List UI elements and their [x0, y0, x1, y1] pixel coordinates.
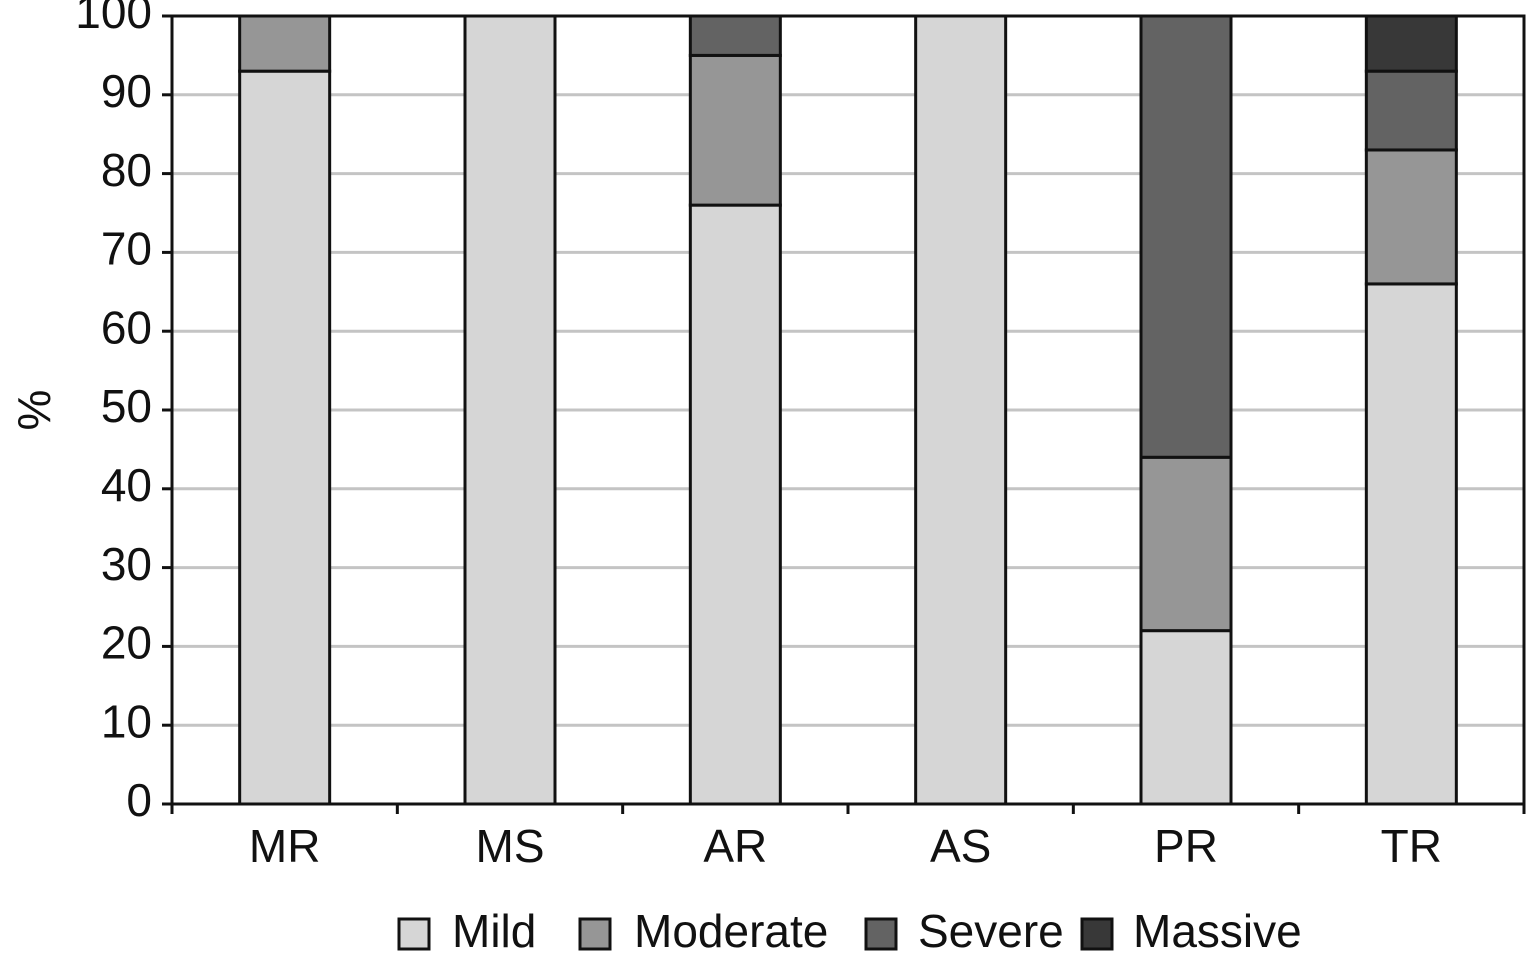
bar-stack-pr — [1139, 14, 1233, 806]
y-tick-label: 100 — [75, 0, 152, 38]
x-tick-label: AR — [703, 820, 767, 872]
legend-item-severe: Severe — [864, 905, 1064, 957]
y-tick-label: 40 — [101, 459, 152, 511]
y-tick-label: 60 — [101, 301, 152, 353]
legend-swatch — [864, 917, 898, 951]
bar-segment-severe — [1364, 69, 1458, 152]
legend-label: Moderate — [634, 905, 828, 957]
legend: Mild Moderate Severe Massive — [397, 905, 1302, 957]
legend-label: Severe — [918, 905, 1064, 957]
bar-segment-moderate — [1364, 148, 1458, 286]
bar-segment-mild — [688, 203, 782, 806]
legend-item-moderate: Moderate — [578, 905, 828, 957]
bar-segment-mild — [1139, 629, 1233, 806]
y-tick-label: 30 — [101, 538, 152, 590]
bar-segment-severe — [688, 14, 782, 57]
legend-swatch — [1080, 917, 1114, 951]
bar-stack-ar — [688, 14, 782, 806]
y-axis-title: % — [8, 390, 60, 431]
bar-stack-tr — [1364, 14, 1458, 806]
bar-segment-mild — [1364, 282, 1458, 806]
x-tick-label: MR — [249, 820, 321, 872]
x-tick-label: PR — [1154, 820, 1218, 872]
y-tick-label: 70 — [101, 223, 152, 275]
y-tick-labels: 0 10 20 30 40 50 60 70 80 90 100 — [75, 0, 152, 826]
legend-swatch — [578, 917, 612, 951]
x-tick-label: TR — [1381, 820, 1442, 872]
axes — [162, 14, 1526, 814]
bar-segment-mild — [914, 14, 1008, 806]
y-tick-label: 10 — [101, 695, 152, 747]
x-tick-labels: MR MS AR AS PR TR — [249, 820, 1442, 872]
y-tick-label: 90 — [101, 65, 152, 117]
bar-segment-massive — [1364, 14, 1458, 73]
bar-stack-mr — [238, 14, 332, 806]
bar-segment-mild — [463, 14, 557, 806]
grid-lines — [172, 14, 1524, 727]
y-tick-label: 50 — [101, 380, 152, 432]
legend-swatch — [397, 917, 431, 951]
bar-segment-moderate — [238, 14, 332, 73]
legend-label: Mild — [452, 905, 536, 957]
bar-segment-moderate — [1139, 455, 1233, 633]
y-tick-label: 0 — [126, 774, 152, 826]
y-tick-label: 20 — [101, 617, 152, 669]
bar-segment-moderate — [688, 53, 782, 207]
bar-segment-mild — [238, 69, 332, 806]
bar-stack-ms — [463, 14, 557, 806]
legend-item-massive: Massive — [1080, 905, 1302, 957]
bar-segment-severe — [1139, 14, 1233, 459]
x-tick-label: AS — [930, 820, 991, 872]
y-tick-label: 80 — [101, 144, 152, 196]
x-tick-label: MS — [476, 820, 545, 872]
legend-item-mild: Mild — [397, 905, 536, 957]
bar-stack-as — [914, 14, 1008, 806]
legend-label: Massive — [1133, 905, 1302, 957]
